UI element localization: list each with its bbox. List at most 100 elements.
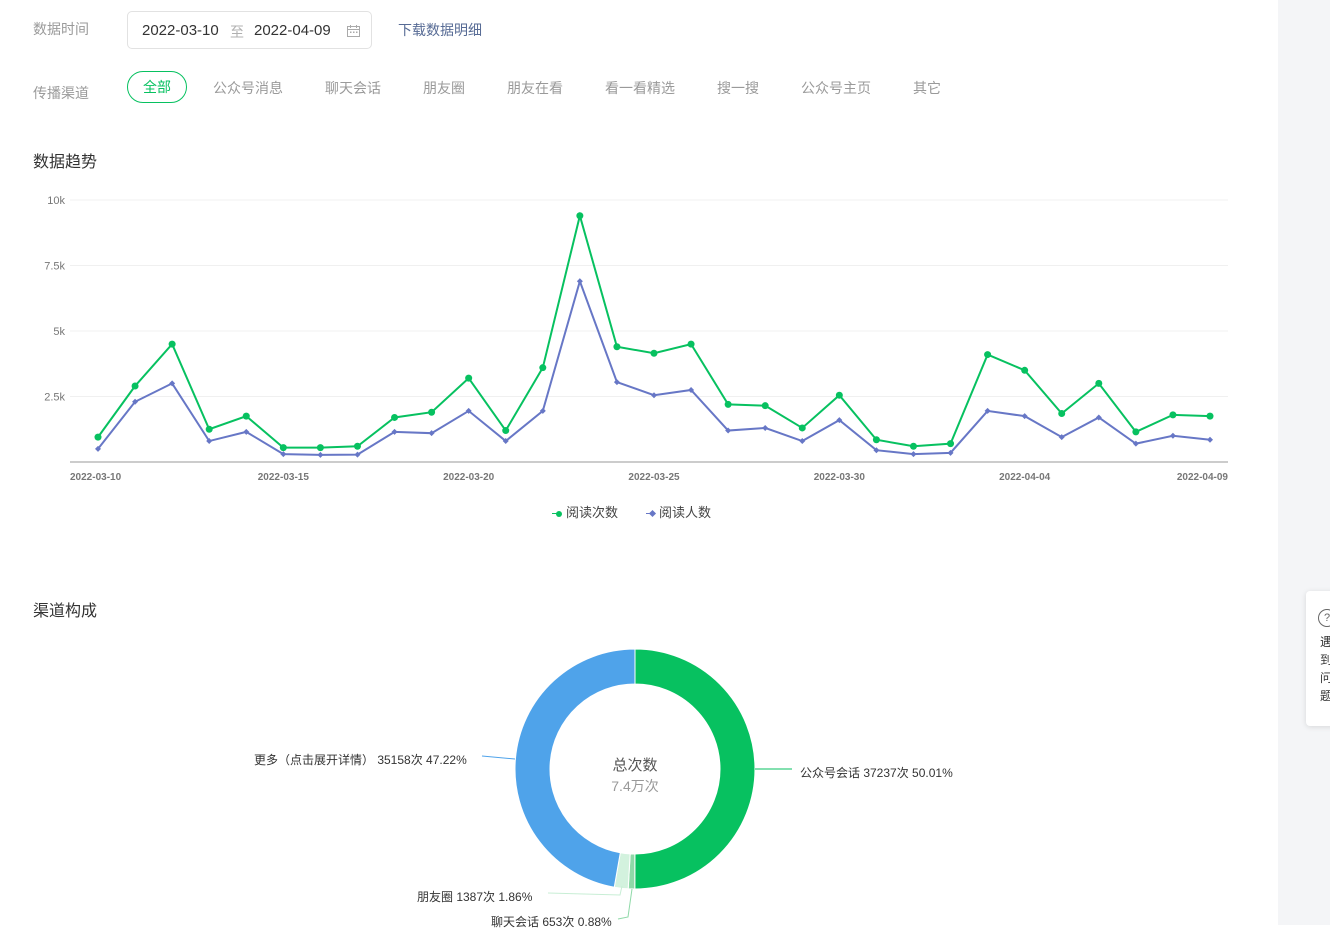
y-tick-label: 10k <box>47 195 65 207</box>
x-tick-label: 2022-04-09 <box>1177 472 1229 483</box>
data-point-reads <box>1021 366 1029 374</box>
data-point-reads <box>1206 412 1214 420</box>
help-widget[interactable]: ? 遇到问题 <box>1306 591 1330 726</box>
data-point-readers <box>1132 440 1139 447</box>
pie-label-chat: 聊天会话 653次 0.88% <box>491 915 612 929</box>
data-point-reads <box>539 364 547 372</box>
data-point-readers <box>465 407 472 414</box>
series-line-reads <box>97 211 1211 449</box>
leader-line-more <box>481 755 516 760</box>
x-tick-label: 2022-03-10 <box>70 472 122 483</box>
x-tick-label: 2022-03-30 <box>814 472 866 483</box>
date-range-picker[interactable]: 2022-03-10 至 2022-04-09 <box>127 11 372 49</box>
end-date: 2022-04-09 <box>254 22 331 39</box>
data-point-readers <box>539 407 546 414</box>
x-tick-label: 2022-04-04 <box>999 472 1051 483</box>
x-tick-label: 2022-03-25 <box>628 472 680 483</box>
channel-tab-friends-watching[interactable]: 朋友在看 <box>507 80 563 96</box>
data-point-reads <box>1169 411 1177 419</box>
data-point-reads <box>316 444 324 452</box>
data-point-reads <box>687 340 695 348</box>
data-point-reads <box>279 444 287 452</box>
y-tick-label: 5k <box>53 326 65 338</box>
date-separator: 至 <box>230 24 244 40</box>
data-point-readers <box>169 380 176 387</box>
data-point-readers <box>873 447 880 454</box>
data-point-readers <box>836 417 843 424</box>
data-point-readers <box>428 430 435 437</box>
data-point-readers <box>280 451 287 458</box>
data-point-reads <box>131 382 139 390</box>
donut-center-value: 7.4万次 <box>611 778 659 794</box>
data-point-readers <box>799 438 806 445</box>
data-point-reads <box>650 349 658 357</box>
time-label: 数据时间 <box>33 21 89 37</box>
data-point-readers <box>95 445 101 452</box>
channel-tab-chat[interactable]: 聊天会话 <box>325 80 381 96</box>
data-point-reads <box>909 442 917 450</box>
data-point-readers <box>1207 436 1213 443</box>
data-point-reads <box>835 391 843 399</box>
question-icon: ? <box>1318 609 1330 627</box>
legend-reads-label: 阅读次数 <box>566 505 619 520</box>
data-point-reads <box>798 424 806 432</box>
data-point-readers <box>1021 413 1028 420</box>
channel-tab-all[interactable]: 全部 <box>127 71 187 103</box>
pie-slice-gzh-chat <box>634 648 756 890</box>
y-tick-label: 2.5k <box>44 392 65 404</box>
data-point-reads <box>1058 410 1066 418</box>
data-point-readers <box>317 451 324 458</box>
composition-donut-chart <box>481 648 792 920</box>
data-point-readers <box>613 379 620 386</box>
pie-label-more[interactable]: 更多（点击展开详情） 35158次 47.22% <box>254 753 467 767</box>
y-tick-label: 7.5k <box>44 261 65 273</box>
channel-tab-other[interactable]: 其它 <box>913 80 941 96</box>
leader-line-chat <box>617 888 633 920</box>
data-point-reads <box>94 433 102 441</box>
data-point-reads <box>1095 379 1103 387</box>
data-point-readers <box>725 427 732 434</box>
data-point-readers <box>1058 434 1065 441</box>
data-point-reads <box>872 436 880 444</box>
data-point-reads <box>576 212 584 220</box>
data-point-reads <box>502 427 510 435</box>
data-point-readers <box>910 451 917 458</box>
data-point-readers <box>1095 414 1102 421</box>
data-point-reads <box>242 412 250 420</box>
composition-title: 渠道构成 <box>33 603 98 620</box>
data-point-readers <box>132 398 139 405</box>
pie-slice-more <box>514 648 636 888</box>
legend-reads[interactable]: 阅读次数 <box>552 502 618 521</box>
right-panel-background <box>1278 0 1330 925</box>
data-point-readers <box>762 424 769 431</box>
data-point-readers <box>651 392 657 399</box>
channel-tab-moments[interactable]: 朋友圈 <box>423 80 465 96</box>
channel-tab-gzh-message[interactable]: 公众号消息 <box>213 80 283 96</box>
data-point-readers <box>576 278 583 285</box>
x-tick-label: 2022-03-15 <box>258 472 310 483</box>
data-point-reads <box>1132 428 1140 436</box>
help-text: 遇到问题 <box>1320 635 1330 703</box>
channel-tab-search[interactable]: 搜一搜 <box>717 80 759 96</box>
legend-readers-label: 阅读人数 <box>659 505 712 520</box>
data-point-readers <box>984 407 991 414</box>
download-detail-link[interactable]: 下载数据明细 <box>398 22 482 38</box>
data-point-reads <box>391 413 399 421</box>
legend-readers[interactable]: 阅读人数 <box>646 502 711 521</box>
channel-tab-top-stories[interactable]: 看一看精选 <box>605 80 675 96</box>
data-point-readers <box>1169 432 1176 439</box>
data-point-reads <box>465 374 473 382</box>
channel-label: 传播渠道 <box>33 85 89 101</box>
data-point-reads <box>205 425 213 433</box>
data-point-reads <box>428 408 436 416</box>
data-point-readers <box>354 451 361 458</box>
data-point-reads <box>724 400 732 408</box>
data-point-reads <box>353 442 361 450</box>
data-point-reads <box>613 343 621 351</box>
data-point-readers <box>206 438 213 445</box>
leader-line-moments <box>547 885 623 896</box>
data-point-readers <box>243 428 250 435</box>
channel-tab-gzh-home[interactable]: 公众号主页 <box>801 80 871 96</box>
data-point-reads <box>984 351 992 359</box>
trend-chart: 2.5k 5k 7.5k 10k 2022-03-10 2022-03-15 2022-03… <box>44 195 1229 483</box>
